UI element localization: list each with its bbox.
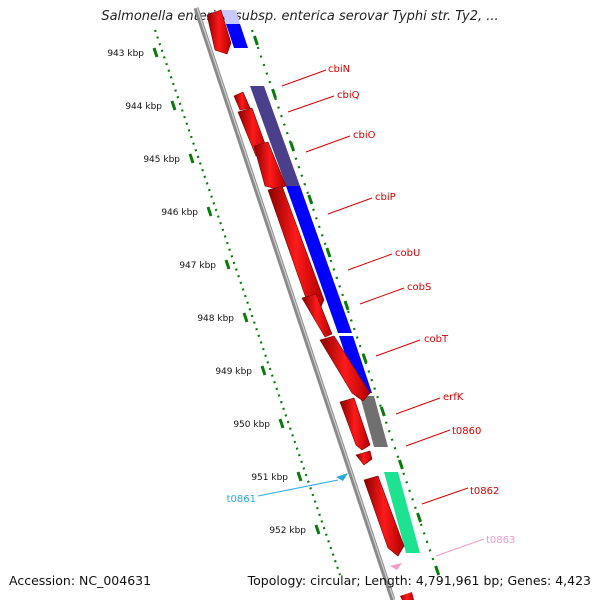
kbp-tick-label: 945 kbp [143,155,180,165]
kbp-tick-marks [152,47,321,535]
kbp-tick-mark [242,312,249,323]
kbp-tick-mark [260,365,267,376]
gene-label-leader [305,135,351,153]
gene-labels: cbiN cbiQ cbiO cbiP cobU cobS cobT erfK t0860 t08… [227,64,515,557]
kbp-tick-mark [170,100,177,111]
gene-label-leader [421,487,469,505]
t0861-marker[interactable] [336,473,348,481]
gene-label-t0861[interactable]: t0861 [227,494,256,505]
outer-scale [250,29,441,576]
kbp-tick-label: 949 kbp [215,367,252,377]
gene-label-leader [395,397,441,415]
band-blue-cbiP [286,186,352,333]
outer-tick-mark [307,194,314,205]
kbp-tick-label: 950 kbp [233,420,270,430]
gene-label-leader [281,69,327,87]
gene-label-leader [359,287,405,305]
kbp-tick-mark [278,418,285,429]
gene-label-cobS[interactable]: cobS [407,282,431,293]
kbp-tick-mark [206,206,213,217]
gene-label-leader [405,429,451,447]
gene-label-leader [435,538,485,557]
gene-label-t0863[interactable]: t0863 [486,535,515,546]
gene-arrow-erfK[interactable] [339,397,371,451]
outer-tick-mark [416,512,422,523]
gene-arrow-cbiN[interactable] [233,91,251,111]
kbp-scale-dots [153,29,342,576]
band-gray-erfK [360,396,388,447]
genome-backbone-highlight [196,7,395,600]
gene-label-leader [347,253,393,271]
outer-tick-mark [271,88,277,99]
band-blue-cobT [339,336,372,393]
gene-arrows [206,9,414,600]
accession-label: Accession: NC_004631 [9,573,152,588]
band-blue-top [226,24,248,48]
outer-tick-mark [325,247,332,258]
gene-arrow-cobT[interactable] [319,335,371,402]
outer-tick-mark [343,300,350,311]
kbp-tick-labels: 943 kbp 944 kbp 945 kbp 946 kbp 947 kbp 948 k… [107,49,306,536]
kbp-tick-mark [152,47,159,58]
gene-arrow-t0862[interactable] [363,475,405,557]
gene-label-cbiN[interactable]: cbiN [328,64,350,75]
gene-label-cbiP[interactable]: cbiP [375,192,396,203]
genome-backbone [193,7,396,600]
gene-label-leader [375,339,421,357]
outer-tick-mark [361,353,368,364]
kbp-tick-label: 951 kbp [251,473,288,483]
outer-tick-mark [289,141,296,152]
band-slate [250,86,300,186]
gene-label-leader [257,479,339,497]
gene-label-cobT[interactable]: cobT [424,334,449,345]
band-green-t0862 [384,472,420,553]
gene-label-leader [287,95,335,113]
kbp-tick-label: 952 kbp [269,526,306,536]
gene-arrow-bottom[interactable] [400,592,414,600]
kbp-tick-label: 944 kbp [125,102,162,112]
band-lightblue [222,10,240,24]
t0863-marker[interactable] [390,563,402,570]
topology-label: Topology: circular; Length: 4,791,961 bp… [247,573,591,588]
kbp-tick-label: 946 kbp [161,208,198,218]
gene-arrow-t0860[interactable] [355,450,373,466]
gene-label-t0862[interactable]: t0862 [470,486,499,497]
outer-tick-mark [252,35,259,46]
kbp-tick-label: 948 kbp [197,314,234,324]
gene-label-leader [327,197,373,215]
cog-bands [222,10,420,553]
outer-tick-marks [252,35,441,576]
kbp-tick-mark [224,259,231,270]
gene-label-cbiO[interactable]: cbiO [353,130,376,141]
kbp-tick-mark [314,524,321,535]
outer-tick-mark [434,565,441,576]
gene-label-cbiQ[interactable]: cbiQ [337,90,360,101]
outer-tick-mark [379,406,386,417]
kbp-tick-mark [188,153,195,164]
gene-arrow-top[interactable] [206,9,232,55]
kbp-tick-mark [296,471,303,482]
gene-arrow-cobU[interactable] [301,293,333,338]
outer-tick-mark [398,459,404,470]
kbp-tick-label: 947 kbp [179,261,216,271]
gene-label-t0860[interactable]: t0860 [452,426,481,437]
outer-scale-dots [250,29,438,569]
kbp-scale [152,29,342,576]
gene-label-cobU[interactable]: cobU [395,248,420,259]
kbp-tick-label: 943 kbp [107,49,144,59]
gene-label-erfK[interactable]: erfK [443,392,464,403]
